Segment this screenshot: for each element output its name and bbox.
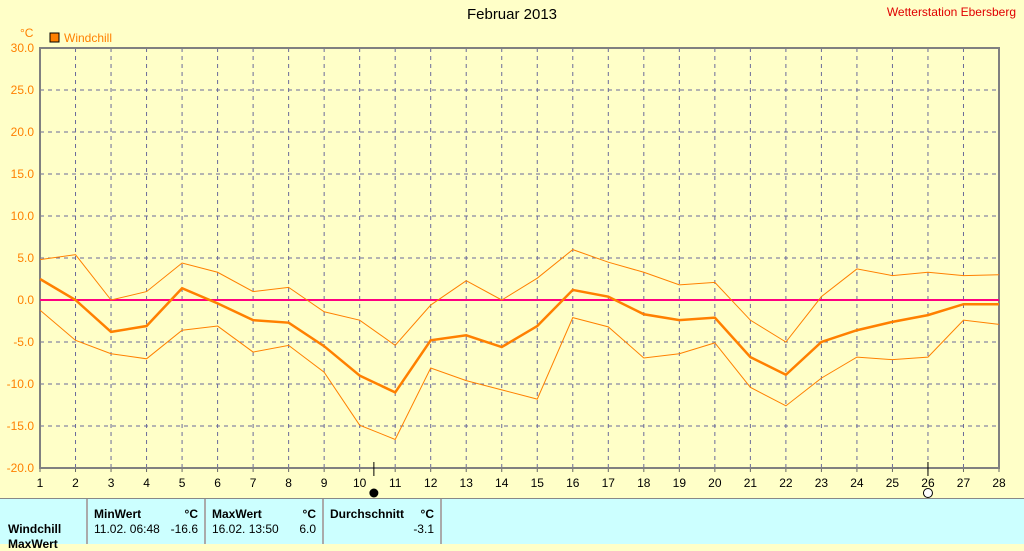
x-tick-label: 25	[886, 476, 900, 490]
x-tick-label: 16	[566, 476, 580, 490]
legend-label: Windchill	[64, 31, 112, 45]
x-tick-label: 22	[779, 476, 793, 490]
max-value: 6.0	[299, 522, 316, 536]
min-col: MinWert °C 11.02. 06:48 -16.6	[88, 499, 206, 544]
x-tick-label: 6	[214, 476, 221, 490]
min-marker-icon	[369, 488, 379, 498]
label-col: Windchill MaxWert	[0, 499, 88, 551]
y-tick-label: 30.0	[11, 41, 35, 55]
chart-title: Februar 2013	[466, 6, 558, 23]
x-tick-label: 9	[321, 476, 328, 490]
x-tick-label: 20	[708, 476, 722, 490]
min-head: MinWert	[94, 507, 142, 521]
x-tick-label: 21	[744, 476, 758, 490]
x-tick-label: 14	[495, 476, 509, 490]
x-tick-label: 26	[921, 476, 935, 490]
row2-label: MaxWert	[8, 537, 58, 551]
x-tick-label: 7	[250, 476, 257, 490]
max-date: 16.02. 13:50	[212, 522, 279, 536]
min-unit: °C	[184, 507, 198, 521]
max-head: MaxWert	[212, 507, 262, 521]
avg-value: -3.1	[413, 522, 434, 536]
y-tick-label: 10.0	[11, 209, 35, 223]
legend-swatch	[49, 32, 60, 43]
x-tick-label: 24	[850, 476, 864, 490]
x-tick-label: 11	[389, 476, 402, 490]
max-unit: °C	[302, 507, 316, 521]
series-line-max	[39, 249, 1000, 347]
min-date: 11.02. 06:48	[94, 522, 160, 536]
avg-col: Durchschnitt °C -3.1	[324, 499, 442, 544]
x-tick-label: 15	[531, 476, 545, 490]
min-value: -16.6	[170, 522, 198, 536]
y-tick-label: -5.0	[13, 335, 34, 349]
y-tick-label: -10.0	[7, 377, 35, 391]
y-tick-label: 15.0	[11, 167, 35, 181]
avg-unit: °C	[420, 507, 434, 521]
y-tick-label: 0.0	[17, 293, 34, 307]
max-col: MaxWert °C 16.02. 13:50 6.0	[206, 499, 324, 544]
x-tick-label: 23	[815, 476, 829, 490]
x-tick-label: 19	[673, 476, 687, 490]
x-tick-label: 12	[424, 476, 438, 490]
y-tick-label: 5.0	[17, 251, 34, 265]
x-tick-label: 27	[957, 476, 971, 490]
x-tick-label: 28	[992, 476, 1006, 490]
x-tick-label: 17	[602, 476, 616, 490]
x-tick-label: 2	[72, 476, 79, 490]
stats-table: Windchill MaxWert MinWert °C 11.02. 06:4…	[0, 498, 1024, 551]
x-tick-label: 3	[108, 476, 115, 490]
row-label: Windchill	[8, 522, 62, 536]
series-line-mean	[39, 277, 999, 394]
x-tick-label: 10	[353, 476, 367, 490]
x-tick-label: 5	[179, 476, 186, 490]
y-axis-unit: °C	[20, 26, 34, 40]
y-tick-label: 20.0	[11, 125, 35, 139]
x-tick-label: 18	[637, 476, 651, 490]
y-tick-label: -15.0	[7, 419, 35, 433]
x-tick-label: 1	[37, 476, 44, 490]
x-tick-label: 8	[285, 476, 292, 490]
x-tick-label: 4	[143, 476, 150, 490]
chart: 1 2 3 4 5 6 7 8 9 10 11 12 13 14 15 16 17 18 19 20 21 22 23 24 2…	[7, 26, 1006, 498]
series-line-min	[39, 309, 1000, 441]
y-tick-label: -20.0	[7, 461, 35, 475]
avg-head: Durchschnitt	[330, 507, 405, 521]
x-tick-label: 13	[460, 476, 474, 490]
max-marker-icon	[922, 488, 933, 498]
y-tick-label: 25.0	[11, 83, 35, 97]
station-name: Wetterstation Ebersberg	[886, 5, 1016, 19]
plot-frame	[39, 47, 1000, 469]
